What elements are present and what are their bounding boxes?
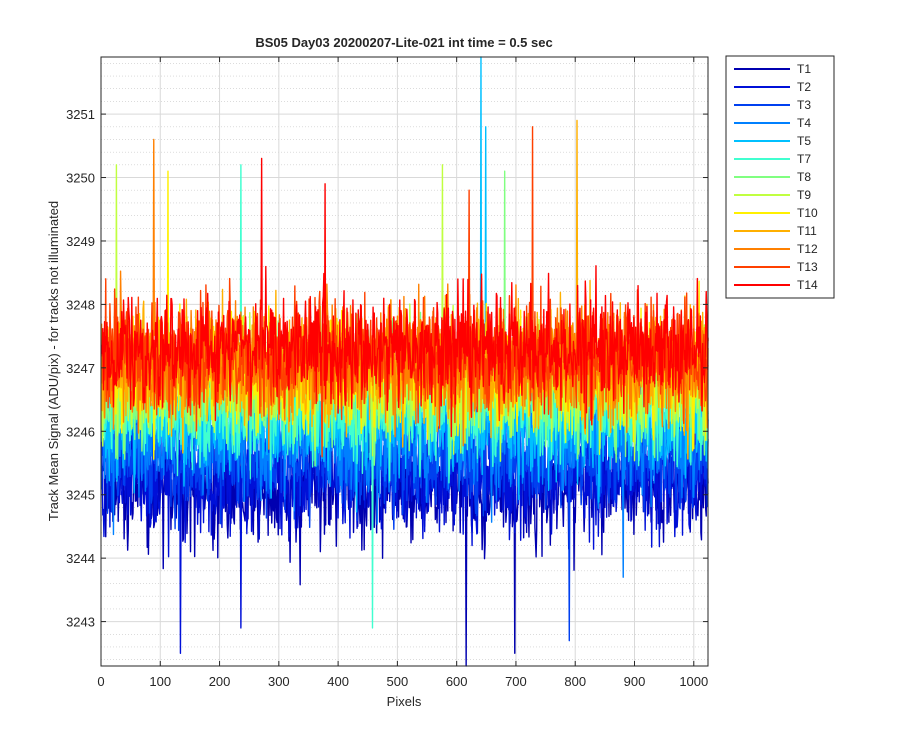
y-tick-label: 3244	[66, 551, 95, 566]
x-tick-label: 400	[327, 674, 349, 689]
legend-label-t11: T11	[797, 224, 817, 238]
legend: T1 T2 T3 T4 T5 T7 T8 T9 T10 T11 T12 T13 T14	[725, 55, 835, 299]
y-tick-label: 3249	[66, 234, 95, 249]
legend-label-t9: T9	[797, 188, 811, 202]
x-tick-label: 1000	[679, 674, 708, 689]
x-axis-label: Pixels	[387, 694, 422, 709]
x-tick-label: 800	[564, 674, 586, 689]
legend-label-t4: T4	[797, 116, 811, 130]
x-tick-label: 200	[209, 674, 231, 689]
legend-label-t5: T5	[797, 134, 811, 148]
y-tick-label: 3250	[66, 171, 95, 186]
x-tick-label: 700	[505, 674, 527, 689]
legend-label-t3: T3	[797, 98, 811, 112]
x-tick-label: 900	[624, 674, 646, 689]
x-tick-label: 500	[387, 674, 409, 689]
series-line-t14	[100, 157, 709, 438]
axis-ticks: 0 100 200 300 400 500 600 700 800 900 1000 3243 3244…	[66, 57, 708, 689]
plot-frame	[100, 56, 709, 667]
y-tick-label: 3251	[66, 107, 95, 122]
x-tick-label: 0	[97, 674, 104, 689]
y-tick-label: 3247	[66, 361, 95, 376]
x-tick-label: 300	[268, 674, 290, 689]
y-tick-label: 3246	[66, 424, 95, 439]
legend-label-t1: T1	[797, 62, 811, 76]
legend-label-t8: T8	[797, 170, 811, 184]
x-tick-label: 100	[149, 674, 171, 689]
legend-label-t12: T12	[797, 242, 818, 256]
y-axis-label: Track Mean Signal (ADU/pix) - for tracks…	[46, 201, 61, 521]
series-lines	[100, 56, 709, 667]
y-tick-label: 3245	[66, 488, 95, 503]
legend-label-t2: T2	[797, 80, 811, 94]
legend-label-t14: T14	[797, 278, 818, 292]
legend-label-t7: T7	[797, 152, 811, 166]
y-tick-label: 3243	[66, 615, 95, 630]
chart-title: BS05 Day03 20200207-Lite-021 int time = …	[255, 35, 552, 50]
y-tick-label: 3248	[66, 297, 95, 312]
x-tick-label: 600	[446, 674, 468, 689]
legend-label-t13: T13	[797, 260, 818, 274]
legend-label-t10: T10	[797, 206, 818, 220]
